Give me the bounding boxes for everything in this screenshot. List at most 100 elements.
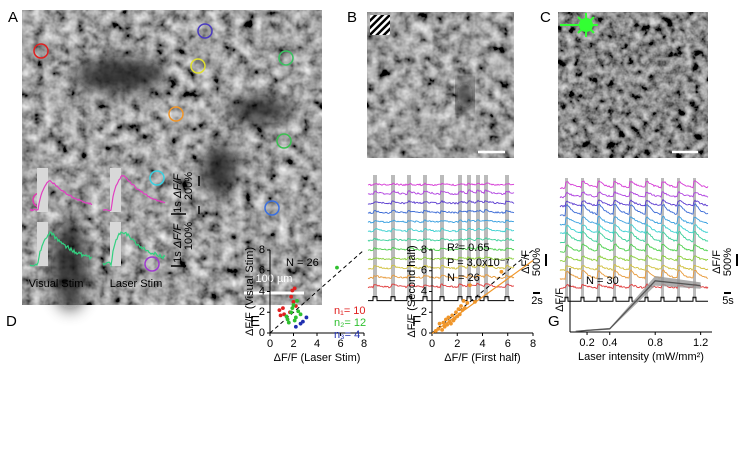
stim-bar — [661, 178, 664, 300]
point — [290, 306, 295, 310]
trace — [559, 223, 709, 235]
y-tick-label: 6 — [259, 265, 265, 277]
y-tick-label: 6 — [421, 265, 427, 277]
stim-bar — [476, 175, 480, 299]
stim-window — [110, 168, 121, 212]
stim-bar — [373, 175, 377, 299]
point — [291, 303, 296, 307]
stim-trace — [560, 296, 708, 302]
response-trace — [29, 231, 93, 267]
annotation: R²= 0.65 — [447, 242, 490, 254]
grating-icon — [370, 15, 390, 35]
point — [450, 313, 455, 318]
response-trace — [29, 179, 93, 212]
point — [278, 313, 283, 318]
y-axis-label: ΔF/F (Second half) — [406, 245, 418, 337]
x-tick-label: 0.4 — [602, 337, 617, 349]
point — [293, 324, 298, 329]
stim-bar — [407, 175, 411, 299]
trace — [559, 263, 709, 272]
point — [443, 317, 448, 322]
trace — [367, 227, 515, 233]
annotation: N = 26 — [447, 272, 480, 284]
y-label: ΔF/F — [711, 250, 723, 274]
image-c — [558, 12, 708, 158]
y-axis-label: ΔF/F — [554, 288, 566, 312]
point — [449, 321, 453, 326]
point — [446, 315, 451, 320]
x-tick-label: 4 — [314, 338, 320, 350]
point — [465, 301, 470, 305]
stim-bar — [505, 175, 509, 299]
trace — [559, 269, 709, 280]
panel-label: A — [8, 9, 18, 26]
y-scale: 200% — [183, 172, 195, 200]
point — [461, 298, 466, 303]
annotation: N = 26 — [286, 257, 319, 269]
stim-bar — [423, 175, 427, 299]
point — [442, 324, 447, 329]
y-label: ΔF/F — [172, 173, 184, 199]
trace — [367, 255, 515, 261]
stim-bar — [677, 178, 680, 300]
y-label: ΔF/F — [172, 223, 184, 249]
panel-label: B — [347, 9, 357, 26]
point — [459, 304, 463, 308]
trace — [367, 199, 515, 205]
panel-label: F — [412, 313, 421, 330]
x-tick-label: 0.8 — [648, 337, 663, 349]
point — [298, 312, 303, 317]
panel-label: E — [250, 313, 260, 330]
x-tick-label: 0.2 — [579, 337, 594, 349]
trace — [559, 190, 709, 199]
panel-label: D — [6, 313, 17, 330]
x-tick-label: 2 — [454, 338, 460, 350]
stim-bar — [693, 178, 696, 300]
point — [296, 309, 301, 314]
response-trace — [102, 231, 166, 268]
y-tick-label: 8 — [421, 244, 427, 256]
point — [289, 310, 294, 315]
x-tick-label: 4 — [479, 338, 485, 350]
x-tick-label: 8 — [530, 338, 536, 350]
stim-bar — [565, 178, 568, 300]
legend-entry: n₁= 10 — [334, 305, 366, 317]
point — [436, 326, 441, 331]
point — [286, 320, 291, 325]
time-scale: 5s — [722, 295, 734, 307]
point — [457, 312, 462, 317]
trace — [367, 189, 515, 196]
trace — [559, 254, 709, 262]
point — [454, 310, 458, 315]
response-trace — [103, 174, 166, 212]
trace — [559, 180, 709, 190]
time-scale: 1s — [172, 201, 184, 213]
point — [499, 269, 504, 274]
trace — [559, 198, 709, 208]
y-tick-label: 0 — [421, 327, 427, 339]
point — [335, 265, 339, 270]
y-tick-label: 2 — [421, 306, 427, 318]
trace — [559, 243, 709, 253]
panel-label: G — [548, 313, 560, 330]
time-scale: 1s — [172, 251, 184, 263]
y-tick-label: 0 — [259, 327, 265, 339]
trace — [559, 215, 709, 226]
y-tick-label: 4 — [421, 285, 427, 297]
annotation: N = 30 — [586, 275, 619, 287]
stim-bar — [613, 178, 616, 300]
stim-trace — [368, 296, 514, 302]
trace — [367, 209, 515, 215]
point — [462, 306, 467, 310]
trace — [367, 246, 515, 252]
stim-bar — [484, 175, 488, 299]
x-axis-label: Laser intensity (mW/mm²) — [578, 351, 704, 363]
point — [456, 307, 461, 312]
annotation: P = 3.0x10⁻⁷ — [447, 257, 510, 269]
scale-bar-label: 100 µm — [256, 273, 293, 285]
point — [304, 315, 309, 320]
trace — [367, 283, 515, 289]
point — [467, 283, 472, 288]
legend-entry: n₃= 4 — [334, 329, 360, 341]
stim-bar — [645, 178, 648, 300]
